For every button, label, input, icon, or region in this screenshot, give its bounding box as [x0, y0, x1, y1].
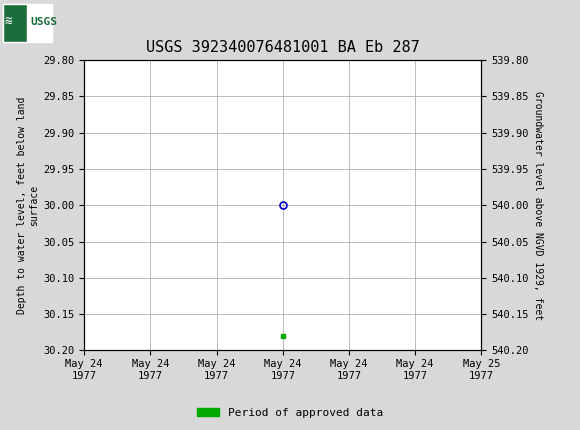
Y-axis label: Groundwater level above NGVD 1929, feet: Groundwater level above NGVD 1929, feet: [533, 91, 543, 320]
Title: USGS 392340076481001 BA Eb 287: USGS 392340076481001 BA Eb 287: [146, 40, 419, 55]
Text: ≋: ≋: [5, 15, 12, 28]
Y-axis label: Depth to water level, feet below land
surface: Depth to water level, feet below land su…: [17, 97, 39, 314]
Bar: [3, 3, 27, 42]
Text: USGS: USGS: [30, 17, 57, 27]
Legend: Period of approved data: Period of approved data: [193, 403, 387, 422]
Bar: [3, 3, 52, 42]
